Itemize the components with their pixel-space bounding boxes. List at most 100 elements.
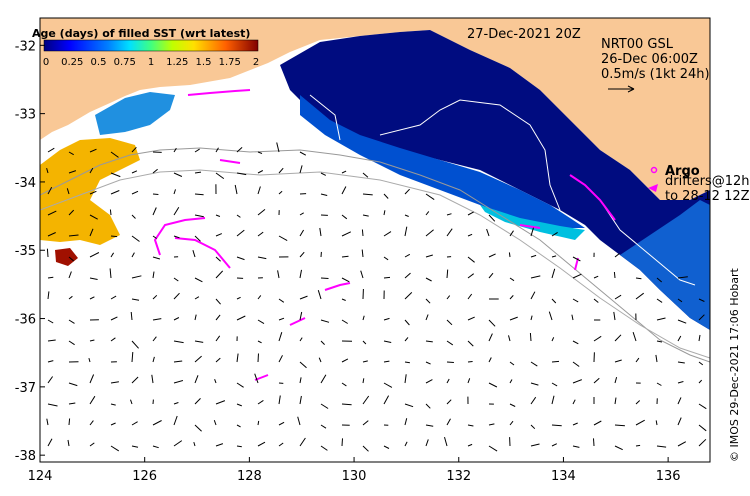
- current-vector: [362, 340, 367, 345]
- current-vector: [151, 374, 154, 384]
- current-vector: [299, 337, 303, 342]
- current-vector: [509, 379, 513, 384]
- current-vector: [152, 318, 162, 321]
- current-vector: [320, 340, 325, 345]
- current-vector: [383, 360, 390, 363]
- current-vector: [299, 377, 302, 384]
- current-vector: [320, 374, 327, 384]
- current-vector: [68, 256, 75, 262]
- current-vector: [362, 172, 369, 178]
- current-vector: [572, 340, 579, 345]
- sst-red-patch: [55, 248, 78, 266]
- current-vector: [655, 354, 658, 363]
- current-vector: [656, 317, 666, 321]
- current-vector: [488, 423, 495, 426]
- current-vector: [173, 415, 178, 426]
- current-vector: [488, 319, 496, 327]
- current-vector: [698, 334, 701, 342]
- current-vector: [257, 209, 266, 216]
- current-vector: [257, 441, 266, 447]
- current-vector: [444, 436, 448, 447]
- current-vector: [656, 340, 663, 343]
- current-vector: [194, 214, 204, 218]
- current-vector: [194, 340, 204, 343]
- current-vector: [68, 151, 74, 156]
- colorbar-title: Age (days) of filled SST (wrt latest): [32, 27, 250, 40]
- current-vector: [467, 293, 473, 300]
- current-vector: [425, 314, 429, 321]
- isobath-contour: [40, 147, 710, 363]
- current-vector: [404, 441, 408, 447]
- current-vector: [131, 340, 139, 349]
- current-vector: [548, 311, 553, 321]
- current-vector: [173, 189, 176, 195]
- current-vector: [404, 319, 410, 326]
- current-vector: [320, 424, 327, 429]
- current-vector: [698, 403, 707, 410]
- current-vector: [362, 214, 369, 217]
- current-vector: [131, 352, 134, 363]
- current-vector: [509, 361, 515, 366]
- current-vector: [404, 253, 411, 258]
- current-vector: [508, 335, 511, 342]
- current-vector: [89, 167, 94, 174]
- current-vector: [110, 151, 119, 158]
- current-vector: [278, 317, 285, 321]
- current-vector: [383, 276, 391, 279]
- current-vector: [236, 214, 241, 218]
- current-vector: [131, 235, 140, 242]
- current-vector: [572, 361, 580, 367]
- current-vector: [46, 167, 49, 174]
- current-vector: [320, 319, 330, 323]
- credit-text: © IMOS 29-Dec-2021 17:06 Hobart: [728, 267, 741, 462]
- current-vector: [278, 442, 284, 447]
- current-vector: [257, 353, 259, 363]
- current-vector: [446, 228, 453, 237]
- current-vector: [509, 403, 516, 407]
- current-vector: [110, 235, 118, 238]
- current-vector: [278, 298, 285, 303]
- current-vector: [110, 316, 118, 321]
- current-vector: [509, 230, 514, 237]
- current-vector: [236, 315, 246, 321]
- current-vector: [593, 420, 602, 426]
- current-vector: [152, 256, 161, 260]
- current-vector: [530, 254, 537, 258]
- current-vector: [341, 298, 346, 301]
- current-vector: [194, 375, 199, 384]
- info-block: NRT00 GSL 26-Dec 06:00Z 0.5m/s (1kt 24h): [601, 37, 710, 93]
- current-vector: [47, 186, 53, 195]
- y-tick-label: -36: [15, 313, 36, 328]
- current-vector: [530, 291, 536, 300]
- current-vector: [635, 292, 645, 300]
- current-vector: [89, 442, 95, 447]
- current-vector: [341, 277, 350, 283]
- current-vector: [341, 438, 343, 447]
- current-vector: [551, 395, 555, 405]
- current-vector: [613, 271, 616, 279]
- current-vector: [215, 256, 221, 262]
- current-vector: [572, 445, 580, 448]
- current-vector: [425, 211, 430, 216]
- current-vector: [446, 418, 451, 426]
- current-vector: [257, 170, 264, 174]
- current-vector: [131, 146, 137, 153]
- date-title: 27-Dec-2021 20Z: [467, 27, 581, 42]
- current-vector: [656, 298, 663, 303]
- current-vector: [68, 319, 75, 324]
- current-vector: [530, 382, 539, 386]
- current-vector: [194, 398, 201, 405]
- current-vector: [677, 276, 688, 279]
- current-vector: [257, 231, 264, 237]
- sst-blue-east: [620, 200, 710, 330]
- current-vector: [593, 335, 602, 342]
- current-vector: [383, 340, 392, 343]
- current-vector: [551, 298, 557, 304]
- current-vector: [215, 214, 221, 217]
- y-tick-label: -32: [15, 39, 36, 54]
- current-vector: [152, 207, 157, 216]
- current-vector: [656, 445, 667, 448]
- current-vector: [488, 382, 498, 388]
- current-vector: [110, 403, 116, 406]
